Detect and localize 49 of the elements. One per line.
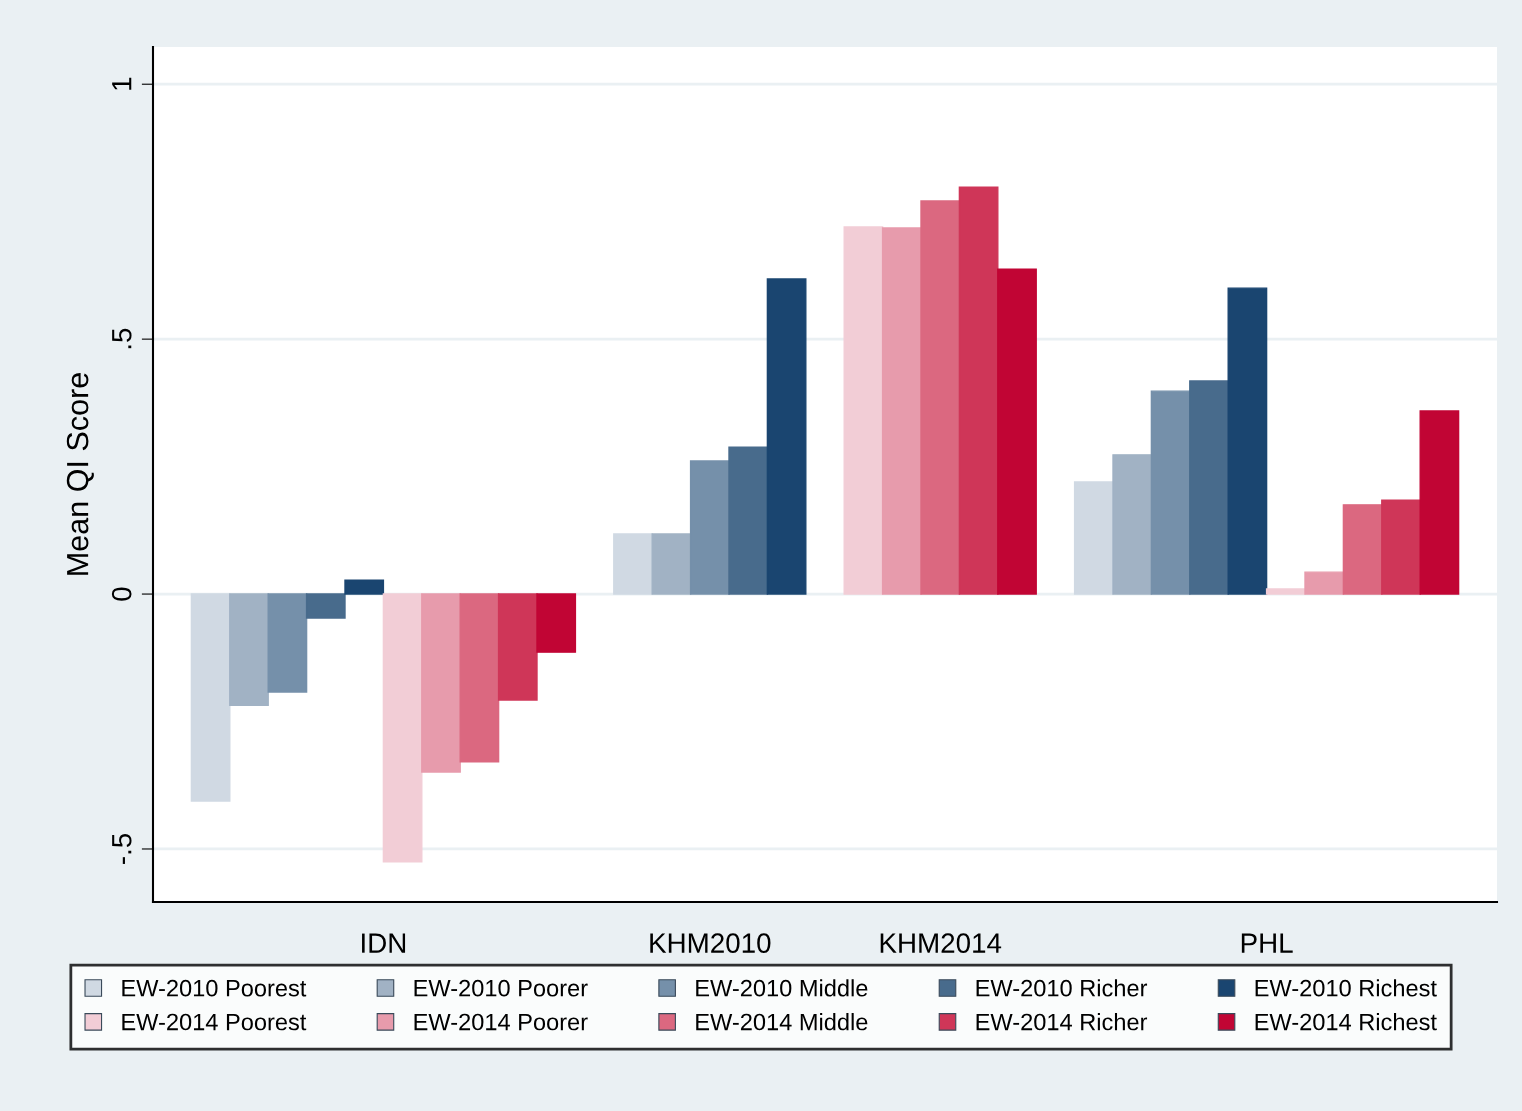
legend-label: EW-2010 Poorer	[414, 979, 588, 997]
legend-label: EW-2014 Poorer	[414, 1013, 588, 1031]
bar	[728, 446, 769, 595]
y-tick-label: 1	[112, 77, 132, 90]
bar	[881, 227, 922, 595]
legend-label: EW-2010 Richest	[1255, 979, 1437, 997]
bar	[1342, 504, 1383, 595]
bar	[1265, 588, 1306, 595]
text: KHM2014	[880, 933, 1002, 953]
bar	[1227, 287, 1268, 595]
y-axis-title: Mean QI Score	[66, 373, 94, 575]
bar	[190, 593, 231, 802]
bar	[997, 268, 1037, 595]
bar	[651, 533, 692, 595]
y-tick-label: -.5	[112, 833, 132, 864]
legend-label: EW-2014 Richer	[976, 1013, 1148, 1031]
bar	[1150, 390, 1191, 595]
legend-label: EW-2010 Middle	[696, 979, 868, 997]
bar	[1189, 380, 1229, 595]
bar	[920, 200, 961, 595]
bar	[267, 593, 308, 693]
text: PHL	[1241, 933, 1293, 953]
bar	[958, 186, 999, 595]
bar	[613, 533, 653, 595]
bar	[843, 226, 884, 595]
bar	[305, 593, 346, 619]
y-tick-label: 0	[111, 587, 132, 601]
bar	[497, 593, 538, 701]
bar	[536, 593, 577, 653]
legend-label: EW-2010 Richer	[976, 979, 1148, 997]
bar	[1073, 481, 1114, 595]
bar	[766, 278, 807, 595]
bar	[1381, 499, 1421, 595]
legend-label: EW-2014 Middle	[696, 1013, 868, 1031]
bar	[689, 460, 730, 595]
legend-label: EW-2014 Richest	[1255, 1013, 1437, 1031]
bar	[1419, 410, 1460, 595]
text: KHM2010	[650, 933, 771, 953]
bar	[344, 579, 385, 595]
bar	[421, 593, 461, 773]
y-tick-label: .5	[112, 328, 132, 349]
bar	[382, 593, 423, 863]
bar	[1112, 454, 1153, 595]
bar	[229, 593, 269, 706]
bar	[1304, 571, 1345, 595]
legend-label: EW-2014 Poorest	[122, 1013, 307, 1031]
legend-label: EW-2010 Poorest	[122, 979, 307, 997]
bar	[459, 593, 500, 763]
text: IDN	[362, 933, 406, 953]
